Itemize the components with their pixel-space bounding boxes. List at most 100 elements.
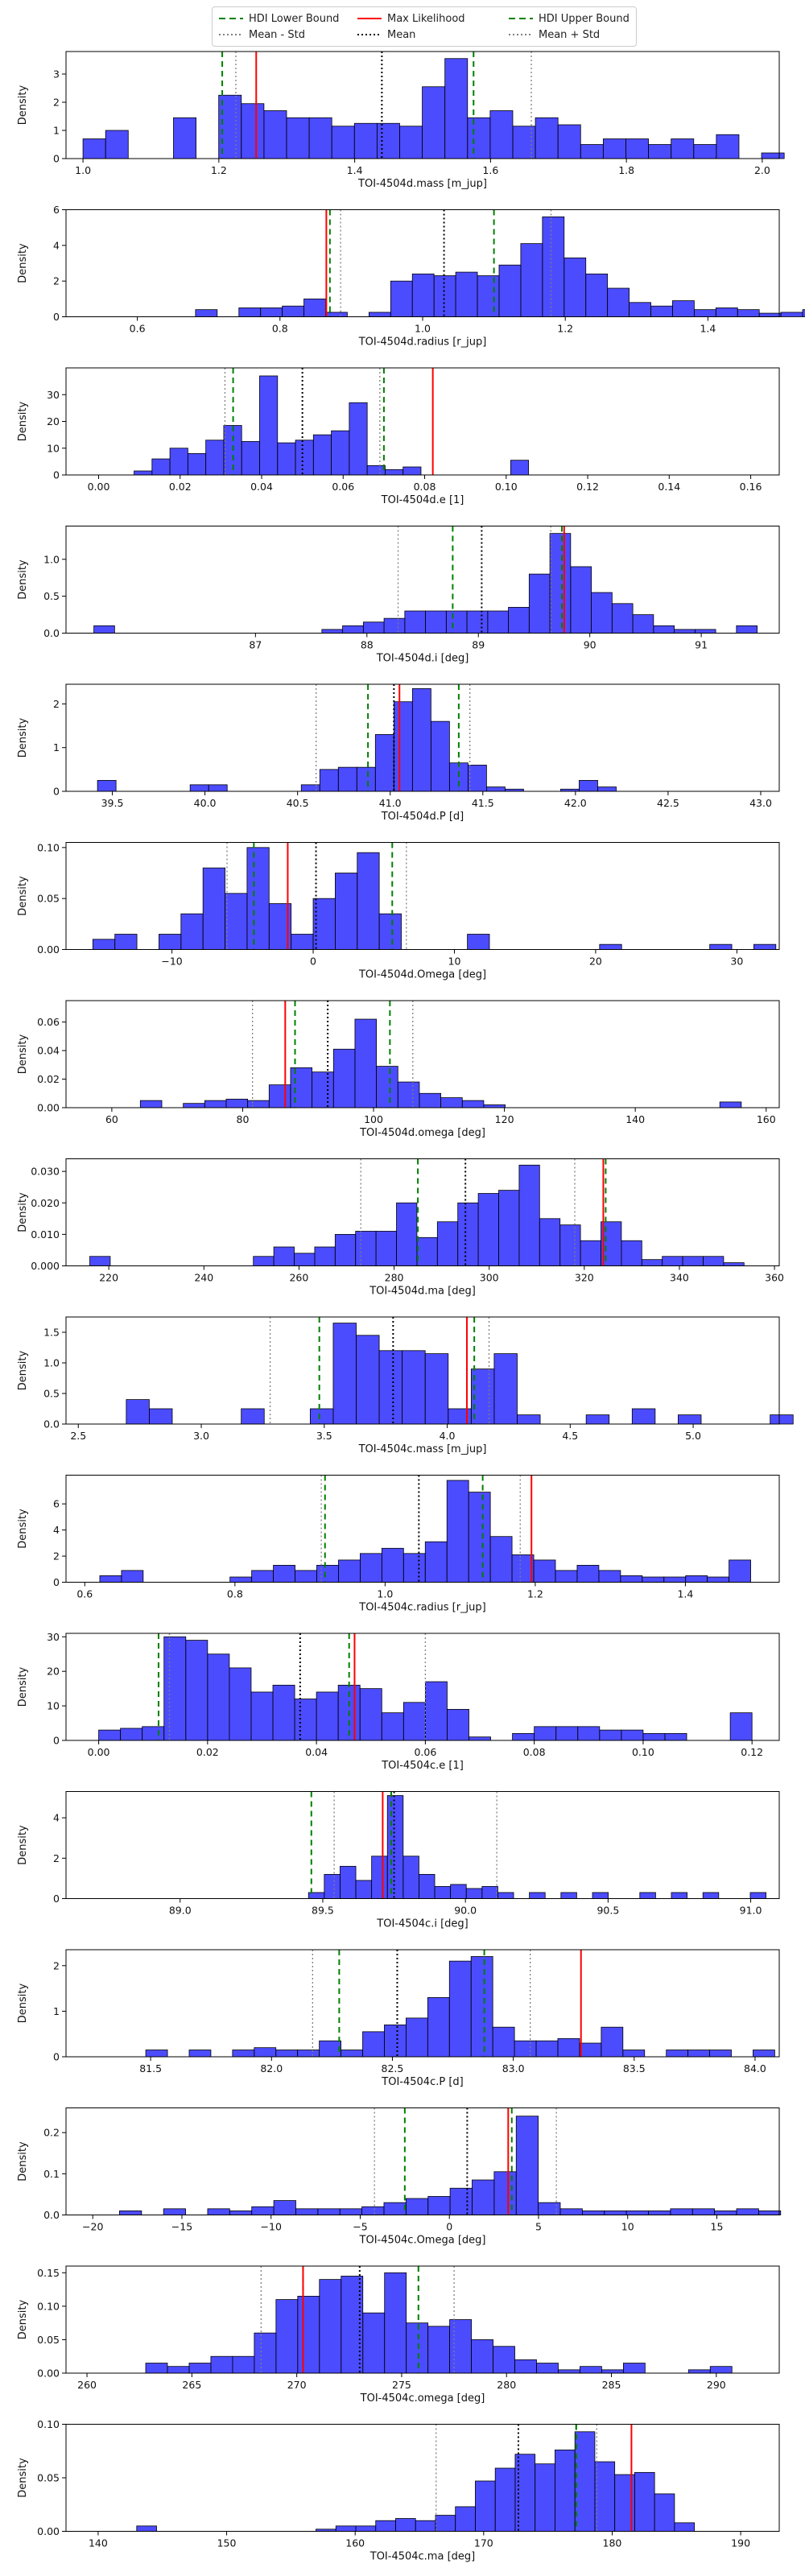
histogram-bar (163, 2208, 186, 2215)
x-tick-label: 285 (602, 2379, 621, 2391)
histogram-bar (189, 784, 209, 792)
x-axis-label: TOI-4504d.omega [deg] (359, 1127, 485, 1139)
histogram-bar (250, 1691, 274, 1741)
x-tick-label: 20 (589, 956, 602, 968)
legend-swatch-mean (357, 34, 382, 35)
x-tick-label: 90.5 (597, 1905, 619, 1917)
x-tick-label: 40.5 (287, 797, 309, 809)
x-tick-label: 80 (237, 1113, 250, 1125)
histogram-bar (126, 1399, 150, 1425)
histogram-bar (404, 610, 426, 634)
histogram-bar (472, 2179, 495, 2215)
histogram-bar (263, 110, 287, 159)
histogram-bar (384, 2024, 407, 2058)
histogram-bar (693, 144, 717, 159)
x-tick-label: 1.6 (482, 164, 498, 176)
y-tick-label: 0.10 (37, 2300, 60, 2312)
y-tick-label: 4 (53, 1524, 60, 1536)
x-tick-label: 260 (289, 1272, 308, 1284)
histogram-bar (489, 110, 514, 159)
histogram-bar (424, 1541, 448, 1583)
y-tick-label: 0.05 (37, 893, 60, 905)
histogram-bar (427, 2196, 451, 2215)
histogram-bar (642, 1576, 665, 1583)
histogram-bar (576, 1565, 600, 1583)
histogram-bar (512, 1733, 535, 1741)
x-axis-label: TOI-4504d.P [d] (381, 811, 464, 823)
histogram-bar (687, 2050, 710, 2058)
histogram-bar (297, 2050, 320, 2058)
histogram-bar (357, 852, 380, 950)
x-tick-label: 0.02 (169, 481, 192, 493)
histogram-bar (247, 1100, 270, 1108)
axes-frame (65, 1158, 780, 1266)
histogram-bar (549, 533, 572, 634)
histogram-bar (581, 2210, 605, 2215)
histogram-bar (145, 2363, 168, 2374)
histogram-bar (259, 375, 279, 476)
x-tick-label: 91.0 (740, 1905, 762, 1917)
histogram-bar (360, 1553, 382, 1583)
y-axis-label: Density (17, 876, 29, 916)
x-axis-label: TOI-4504c.radius [r_jup] (358, 1602, 485, 1614)
x-tick-label: 0.04 (305, 1746, 328, 1758)
histogram-bar (517, 1414, 541, 1425)
histogram-bar (381, 1547, 404, 1583)
histogram-bar (385, 469, 404, 476)
histogram-bar (511, 1554, 535, 1583)
histogram-bar (324, 1873, 341, 1899)
x-tick-label: 0.10 (495, 481, 518, 493)
histogram-bar (312, 434, 332, 476)
histogram-bar (770, 1414, 794, 1425)
histogram-bar (241, 1408, 265, 1425)
histogram-bar (397, 1081, 420, 1108)
histogram-bar (465, 1888, 483, 1899)
histogram-bar (246, 847, 270, 950)
histogram-panel: 0.00 0.02 0.04 0.06 0.08 0.10 0.12 0 10 20 30 TOI-4… (17, 1631, 780, 1772)
histogram-bar (448, 1408, 472, 1425)
y-axis-label: Density (17, 559, 29, 600)
x-axis-label: TOI-4504d.ma [deg] (369, 1286, 476, 1298)
histogram-bar (648, 144, 672, 159)
axes-frame (65, 2265, 780, 2374)
legend-item-mean: Mean (357, 27, 509, 43)
x-tick-label: 84.0 (744, 2062, 766, 2074)
x-tick-label: 82.5 (382, 2062, 404, 2074)
histogram-bar (339, 2208, 363, 2215)
histogram-bar (295, 1570, 317, 1583)
histogram-bar (493, 2346, 515, 2374)
histogram-bar (204, 1100, 227, 1108)
histogram-bar (693, 309, 716, 317)
histogram-bar (674, 629, 696, 634)
histogram-bar (253, 1256, 275, 1266)
y-tick-label: 1 (53, 2005, 60, 2017)
x-tick-label: 120 (495, 1113, 514, 1125)
histogram-panel: 0.6 0.8 1.0 1.2 1.4 0 2 4 6 TOI-4504d.radius [r_j… (17, 204, 805, 349)
x-tick-label: 4.0 (440, 1430, 456, 1442)
histogram-bar (625, 138, 649, 159)
histogram-bar (599, 943, 622, 950)
x-tick-label: 0.06 (414, 1746, 436, 1758)
x-tick-label: −20 (82, 2221, 103, 2233)
x-tick-label: −10 (261, 2221, 282, 2233)
histogram-bar (483, 1104, 506, 1108)
histogram-bar (574, 2431, 596, 2532)
x-tick-label: 0.8 (272, 323, 288, 335)
histogram-bar (621, 1240, 642, 1266)
histogram-bar (251, 2206, 275, 2215)
histogram-bar (402, 1856, 419, 1899)
y-tick-label: 0.0 (43, 1418, 60, 1430)
histogram-bar (395, 2518, 416, 2532)
x-axis-label: TOI-4504c.omega [deg] (360, 2392, 485, 2405)
histogram-bar (210, 2355, 233, 2374)
histogram-bar (232, 2050, 255, 2058)
histogram-bar (512, 126, 536, 159)
histogram-bar (594, 2461, 616, 2532)
histogram-bar (520, 243, 543, 317)
histogram-bar (375, 2520, 396, 2532)
histogram-bar (685, 1575, 708, 1583)
y-tick-label: 4 (53, 239, 60, 251)
histogram-bar (286, 117, 310, 159)
x-tick-label: 160 (345, 2537, 365, 2549)
y-axis-label: Density (17, 1192, 29, 1232)
